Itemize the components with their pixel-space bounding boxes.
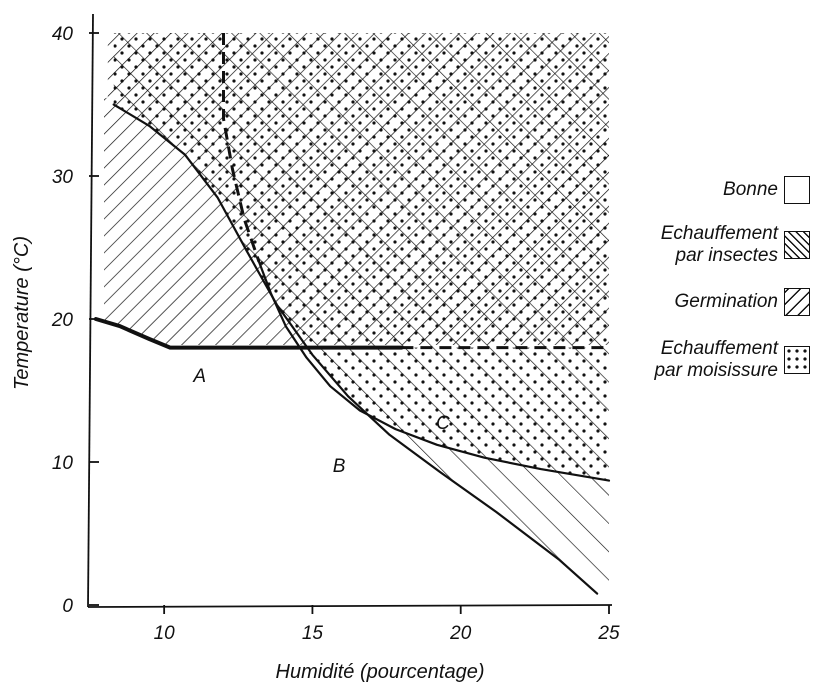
curve-label-a: A xyxy=(192,366,206,387)
curve-c xyxy=(257,260,611,482)
legend-item-germination: Germination xyxy=(674,288,810,316)
curve-label-b: B xyxy=(333,456,346,477)
curve-label-c: C xyxy=(436,413,450,434)
legend-item-moisissure: Echauffement par moisissure xyxy=(654,338,810,382)
legend-label-insectes: Echauffement par insectes xyxy=(660,223,778,266)
blank-swatch-icon xyxy=(784,176,810,204)
curve-insect-limit xyxy=(222,33,261,263)
y-tick-label: 10 xyxy=(52,453,74,474)
hatch-layers xyxy=(90,33,609,607)
curve-b xyxy=(112,103,599,595)
y-axis-title: Temperature (°C) xyxy=(11,236,33,390)
x-axis-title: Humidité (pourcentage) xyxy=(276,661,485,683)
legend-label-moisissure: Echauffement par moisissure xyxy=(654,338,778,381)
y-tick-label: 40 xyxy=(52,24,74,45)
legend-label-germination: Germination xyxy=(674,291,779,312)
ticks: 10 15 20 25 0 10 20 30 40 xyxy=(51,24,620,644)
curve-labels: A B C xyxy=(192,366,450,477)
dots-swatch-icon xyxy=(784,346,810,374)
y-tick-label: 30 xyxy=(52,167,74,188)
hatch-swatch-icon xyxy=(784,288,810,316)
legend-item-insectes: Echauffement par insectes xyxy=(661,223,810,267)
x-axis-line xyxy=(87,604,613,608)
crosshatch-swatch-icon xyxy=(784,231,810,259)
axes xyxy=(87,13,613,608)
y-tick-label: 20 xyxy=(51,310,74,331)
y-axis-line xyxy=(87,13,94,608)
x-tick-label: 20 xyxy=(449,623,472,644)
insect-hatch-mask xyxy=(90,33,108,105)
legend-item-bonne: Bonne xyxy=(723,176,810,204)
y-tick-label: 0 xyxy=(62,596,73,617)
good-zone-mask xyxy=(95,319,598,605)
curve-a xyxy=(93,317,404,350)
x-tick-label: 15 xyxy=(302,623,324,644)
legend-label-bonne: Bonne xyxy=(723,179,778,200)
x-tick-label: 10 xyxy=(154,623,176,644)
curves xyxy=(93,33,611,605)
x-tick-label: 25 xyxy=(597,623,620,644)
